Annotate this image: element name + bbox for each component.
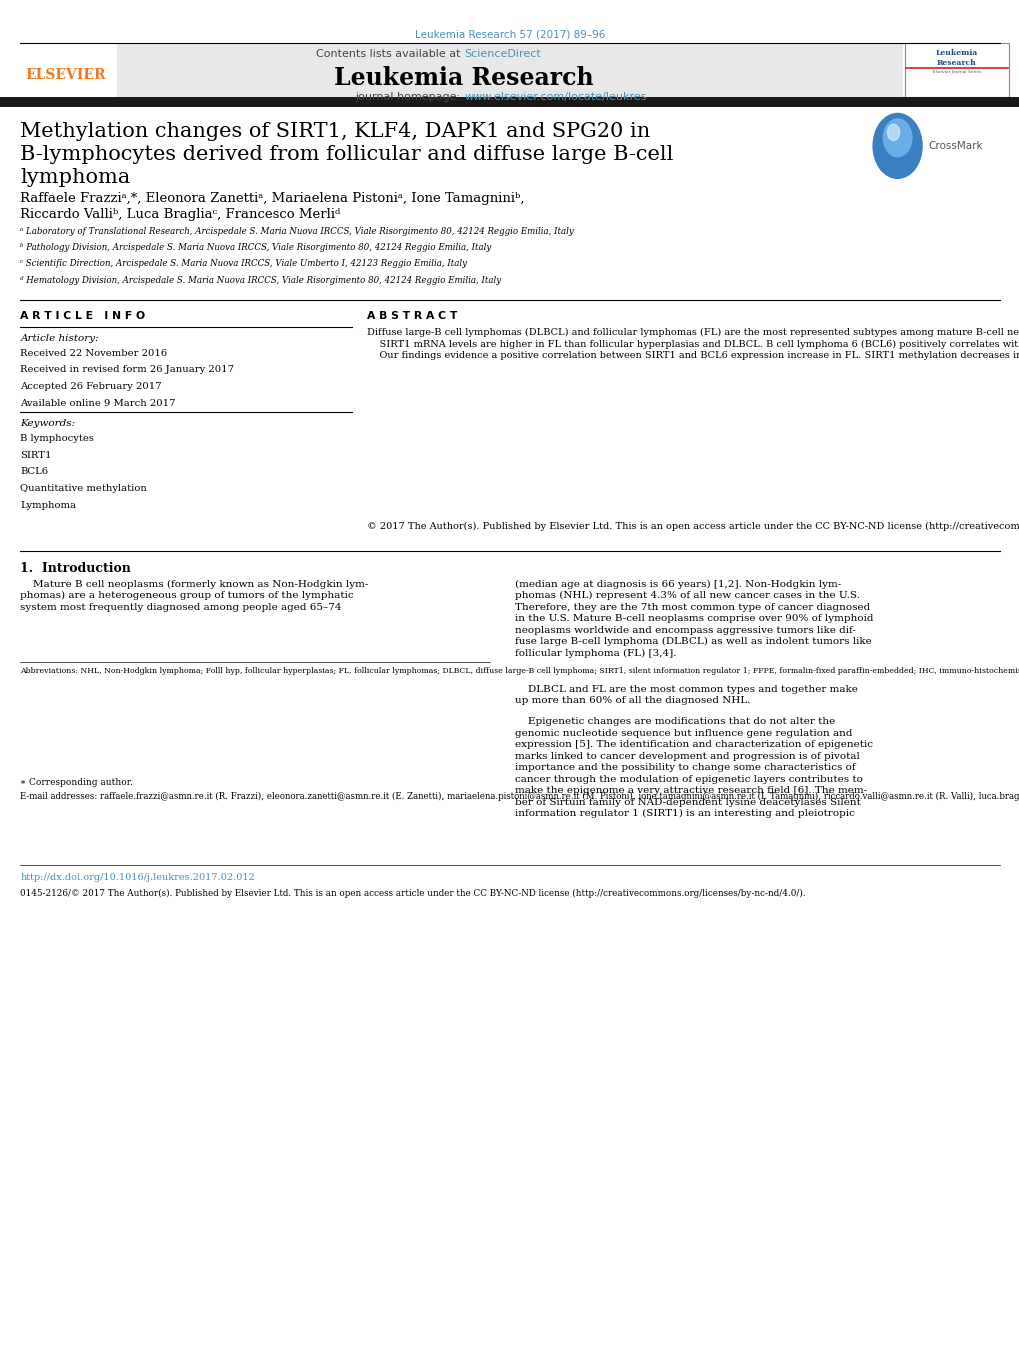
- Text: Raffaele Frazziᵃ,*, Eleonora Zanettiᵃ, Mariaelena Pistoniᵃ, Ione Tamagniniᵇ,: Raffaele Frazziᵃ,*, Eleonora Zanettiᵃ, M…: [20, 192, 525, 205]
- Text: Accepted 26 February 2017: Accepted 26 February 2017: [20, 382, 162, 392]
- Text: B lymphocytes: B lymphocytes: [20, 434, 94, 443]
- Text: Abbreviations: NHL, Non-Hodgkin lymphoma; Folll hyp, follicular hyperplasias; FL: Abbreviations: NHL, Non-Hodgkin lymphoma…: [20, 667, 1019, 676]
- Text: ᵈ Hematology Division, Arcispedale S. Maria Nuova IRCCS, Viale Risorgimento 80, : ᵈ Hematology Division, Arcispedale S. Ma…: [20, 276, 501, 285]
- Text: DLBCL and FL are the most common types and together make
up more than 60% of all: DLBCL and FL are the most common types a…: [515, 685, 857, 705]
- Text: (median age at diagnosis is 66 years) [1,2]. Non-Hodgkin lym-
phomas (NHL) repre: (median age at diagnosis is 66 years) [1…: [515, 580, 872, 658]
- Text: Keywords:: Keywords:: [20, 419, 75, 428]
- Text: Leukemia Research: Leukemia Research: [334, 66, 593, 91]
- Text: Contents lists available at: Contents lists available at: [316, 50, 464, 59]
- Text: ELSEVIER: ELSEVIER: [25, 68, 106, 82]
- Text: © 2017 The Author(s). Published by Elsevier Ltd. This is an open access article : © 2017 The Author(s). Published by Elsev…: [367, 521, 1019, 531]
- Text: journal homepage:: journal homepage:: [356, 92, 464, 101]
- Text: Elsevier Journal Series: Elsevier Journal Series: [931, 70, 980, 74]
- Text: Leukemia: Leukemia: [934, 49, 977, 57]
- Text: Article history:: Article history:: [20, 334, 99, 343]
- Text: http://dx.doi.org/10.1016/j.leukres.2017.02.012: http://dx.doi.org/10.1016/j.leukres.2017…: [20, 873, 255, 882]
- Text: Lymphoma: Lymphoma: [20, 501, 76, 511]
- Text: ᵃ Laboratory of Translational Research, Arcispedale S. Maria Nuova IRCCS, Viale : ᵃ Laboratory of Translational Research, …: [20, 227, 574, 236]
- Text: 0145-2126/© 2017 The Author(s). Published by Elsevier Ltd. This is an open acces: 0145-2126/© 2017 The Author(s). Publishe…: [20, 889, 805, 898]
- Text: SIRT1: SIRT1: [20, 450, 52, 459]
- Text: www.elsevier.com/locate/leukres: www.elsevier.com/locate/leukres: [464, 92, 646, 101]
- Text: lymphoma: lymphoma: [20, 168, 130, 186]
- Text: Research: Research: [936, 59, 975, 68]
- Text: A B S T R A C T: A B S T R A C T: [367, 311, 458, 320]
- Text: A R T I C L E   I N F O: A R T I C L E I N F O: [20, 311, 146, 320]
- Bar: [0, 97, 1019, 107]
- Text: ∗ Corresponding author.: ∗ Corresponding author.: [20, 778, 133, 788]
- Text: Received 22 November 2016: Received 22 November 2016: [20, 349, 167, 358]
- Bar: [904, 43, 1008, 97]
- Text: Leukemia Research 57 (2017) 89–96: Leukemia Research 57 (2017) 89–96: [415, 28, 604, 39]
- Text: CrossMark: CrossMark: [927, 141, 982, 151]
- Circle shape: [882, 119, 911, 157]
- Text: Available online 9 March 2017: Available online 9 March 2017: [20, 400, 175, 408]
- Text: Mature B cell neoplasms (formerly known as Non-Hodgkin lym-
phomas) are a hetero: Mature B cell neoplasms (formerly known …: [20, 580, 369, 612]
- Text: ᵇ Pathology Division, Arcispedale S. Maria Nuova IRCCS, Viale Risorgimento 80, 4: ᵇ Pathology Division, Arcispedale S. Mar…: [20, 243, 491, 253]
- Text: ᶜ Scientific Direction, Arcispedale S. Maria Nuova IRCCS, Viale Umberto I, 42123: ᶜ Scientific Direction, Arcispedale S. M…: [20, 259, 467, 269]
- Text: ScienceDirect: ScienceDirect: [464, 50, 540, 59]
- Bar: [117, 43, 902, 97]
- Text: 1.  Introduction: 1. Introduction: [20, 562, 131, 576]
- Circle shape: [887, 124, 899, 141]
- Text: B-lymphocytes derived from follicular and diffuse large B-cell: B-lymphocytes derived from follicular an…: [20, 145, 674, 163]
- Circle shape: [872, 113, 921, 178]
- Text: BCL6: BCL6: [20, 467, 48, 477]
- Text: Methylation changes of SIRT1, KLF4, DAPK1 and SPG20 in: Methylation changes of SIRT1, KLF4, DAPK…: [20, 122, 650, 141]
- Text: Quantitative methylation: Quantitative methylation: [20, 485, 147, 493]
- Text: Riccardo Valliᵇ, Luca Bragliaᶜ, Francesco Merliᵈ: Riccardo Valliᵇ, Luca Bragliaᶜ, Francesc…: [20, 208, 340, 222]
- Text: Epigenetic changes are modifications that do not alter the
genomic nucleotide se: Epigenetic changes are modifications tha…: [515, 717, 872, 819]
- Text: Diffuse large-B cell lymphomas (DLBCL) and follicular lymphomas (FL) are the mos: Diffuse large-B cell lymphomas (DLBCL) a…: [367, 328, 1019, 361]
- Text: E-mail addresses: raffaele.frazzi@asmn.re.it (R. Frazzi), eleonora.zanetti@asmn.: E-mail addresses: raffaele.frazzi@asmn.r…: [20, 792, 1019, 801]
- Text: Received in revised form 26 January 2017: Received in revised form 26 January 2017: [20, 365, 234, 374]
